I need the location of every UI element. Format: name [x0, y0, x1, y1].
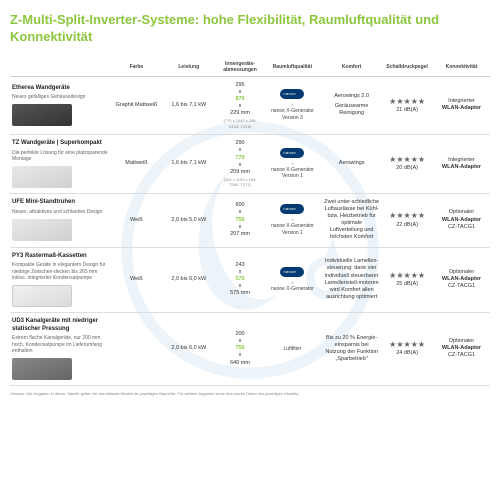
cell-konnektivitaet: OptionalerWLAN-AdapterCZ-TACG1 [433, 193, 490, 247]
cell-schall: ★★★★★ 22 dB(A) [381, 193, 433, 247]
cell-komfort: Bis zu 20 % Energie-einsparnis bei Nutzu… [322, 312, 381, 385]
cell-farbe: Weiß [113, 247, 161, 312]
table-row: UFE Mini-Standtruhen Neues, attraktives … [10, 193, 490, 247]
cell-abmessungen: 600x750x207 mm [217, 193, 263, 247]
cell-komfort: Aerowings [322, 134, 381, 193]
air-quality-text: Luftfilter [265, 346, 320, 353]
generator-version: nanoe X-Generator Version 1 [265, 167, 320, 180]
cell-konnektivitaet: IntegrierterWLAN-Adapter [433, 76, 490, 134]
rating-stars-icon: ★★★★★ [383, 271, 431, 281]
cell-komfort: Aerowings 2.0 Geräusearme Reinigung [322, 76, 381, 134]
product-description: Neues gefälliges Gehäusedesign [12, 94, 111, 101]
rating-stars-icon: ★★★★★ [383, 155, 431, 165]
product-name: UFE Mini-Standtruhen [12, 199, 111, 207]
rating-stars-icon: ★★★★★ [383, 211, 431, 221]
cell-komfort: Zwei unter-schiedliche Luftauslässe bei … [322, 193, 381, 247]
cell-abmessungen: 200x750x640 mm [217, 312, 263, 385]
col-schall: Schalldruckpegel [381, 58, 433, 77]
cell-abmessungen: 290x779x209 mm (302 x 1102 x 244: TZ60, … [217, 134, 263, 193]
cell-konnektivitaet: OptionalerWLAN-AdapterCZ-TACG1 [433, 247, 490, 312]
cell-farbe: Graphit Mattweiß [113, 76, 161, 134]
table-footnote: Hinweis: Alle Angaben in dieser Tabelle … [10, 392, 490, 397]
product-name: Etherea Wandgeräte [12, 85, 111, 93]
cell-leistung: 2,0 bis 6,0 kW [160, 312, 217, 385]
cell-abmessungen: 295x870x229 mm (770 x 1040 x 295: VZ18, … [217, 76, 263, 134]
col-komfort: Komfort [322, 58, 381, 77]
product-description: Extrem flache Kanalgeräte, nur 200 mm ho… [12, 335, 111, 355]
product-name: TZ Wandgeräte | Superkompakt [12, 140, 111, 148]
cell-abmessungen: 243x575x575 mm [217, 247, 263, 312]
product-image [12, 285, 72, 307]
nanoe-x-label: X [265, 102, 320, 107]
nanoe-logo-icon [280, 204, 304, 214]
nanoe-x-label: X [265, 161, 320, 166]
nanoe-logo-icon [280, 267, 304, 277]
cell-raumluft: Luftfilter [263, 312, 322, 385]
nanoe-logo-icon [280, 89, 304, 99]
generator-version: nanoe X-Generator Version 1 [265, 223, 320, 236]
cell-schall: ★★★★★ 25 dB(A) [381, 247, 433, 312]
nanoe-x-label: X [265, 217, 320, 222]
page-title: Z-Multi-Split-Inverter-Systeme: hohe Fle… [10, 12, 490, 46]
table-row: UD3 Kanalgeräte mit niedriger statischer… [10, 312, 490, 385]
product-name: UD3 Kanalgeräte mit niedriger statischer… [12, 318, 111, 334]
cell-leistung: 2,0 bis 6,0 kW [160, 247, 217, 312]
rating-stars-icon: ★★★★★ [383, 340, 431, 350]
product-comparison-table: Farbe Leistung Innengeräte-abmessungen R… [10, 58, 490, 386]
table-row: TZ Wandgeräte | Superkompakt Die perfekt… [10, 134, 490, 193]
product-description: Kompakte Geräte in elegantem Design für … [12, 262, 111, 282]
cell-raumluft: Xnanoe X-Generator Version 1 [263, 134, 322, 193]
col-farbe: Farbe [113, 58, 161, 77]
table-header-row: Farbe Leistung Innengeräte-abmessungen R… [10, 58, 490, 77]
cell-raumluft: Xnanoe X-Generator Version 3 [263, 76, 322, 134]
col-abmessungen: Innengeräte-abmessungen [217, 58, 263, 77]
cell-konnektivitaet: IntegrierterWLAN-Adapter [433, 134, 490, 193]
cell-leistung: 1,6 bis 7,1 kW [160, 76, 217, 134]
nanoe-logo-icon [280, 148, 304, 158]
col-raumluft: Raumluftqualität [263, 58, 322, 77]
col-konnektivitaet: Konnektivität [433, 58, 490, 77]
table-row: Etherea Wandgeräte Neues gefälliges Gehä… [10, 76, 490, 134]
generator-version: nanoe X-Generator [265, 286, 320, 293]
nanoe-x-label: X [265, 280, 320, 285]
product-image [12, 219, 72, 241]
cell-konnektivitaet: OptionalerWLAN-AdapterCZ-TACG1 [433, 312, 490, 385]
cell-leistung: 1,6 bis 7,1 kW [160, 134, 217, 193]
cell-schall: ★★★★★ 21 dB(A) [381, 76, 433, 134]
cell-farbe: Weiß [113, 193, 161, 247]
product-image [12, 104, 72, 126]
product-image [12, 358, 72, 380]
col-product [10, 58, 113, 77]
product-name: PY3 Rastermaß-Kassetten [12, 253, 111, 261]
cell-schall: ★★★★★ 20 dB(A) [381, 134, 433, 193]
table-row: PY3 Rastermaß-Kassetten Kompakte Geräte … [10, 247, 490, 312]
cell-leistung: 2,0 bis 5,0 kW [160, 193, 217, 247]
cell-komfort: Individuelle Lamellen-steuerung: dank vi… [322, 247, 381, 312]
generator-version: nanoe X-Generator Version 3 [265, 108, 320, 121]
cell-schall: ★★★★★ 24 dB(A) [381, 312, 433, 385]
cell-raumluft: Xnanoe X-Generator Version 1 [263, 193, 322, 247]
product-description: Neues, attraktives und schlankes Design [12, 209, 111, 216]
cell-farbe [113, 312, 161, 385]
cell-raumluft: Xnanoe X-Generator [263, 247, 322, 312]
product-image [12, 166, 72, 188]
rating-stars-icon: ★★★★★ [383, 97, 431, 107]
product-description: Die perfekte Lösung für eine platzsparen… [12, 150, 111, 163]
col-leistung: Leistung [160, 58, 217, 77]
cell-farbe: Mattweiß [113, 134, 161, 193]
